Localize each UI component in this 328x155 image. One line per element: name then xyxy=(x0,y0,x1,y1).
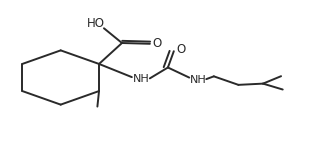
Text: NH: NH xyxy=(190,75,206,85)
Text: HO: HO xyxy=(87,17,105,30)
Text: O: O xyxy=(153,37,162,50)
Text: O: O xyxy=(176,43,186,56)
Text: NH: NH xyxy=(133,74,149,84)
